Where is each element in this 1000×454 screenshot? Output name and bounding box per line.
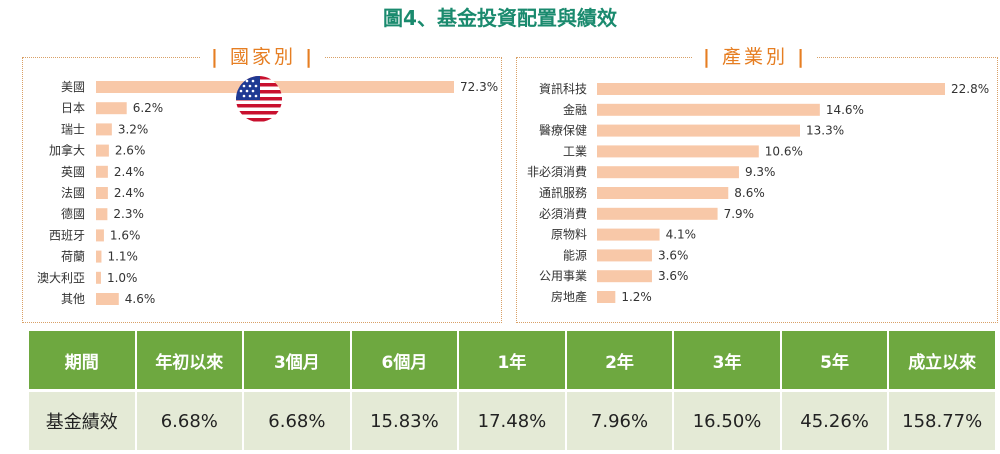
value-label: 1.6%: [110, 228, 141, 242]
country-allocation-panel: | 國家別 |: [22, 42, 502, 323]
category-label: 德國: [61, 206, 85, 221]
value-cell: 158.77%: [889, 392, 995, 450]
category-label: 金融: [563, 102, 587, 117]
header-cell: 成立以來: [889, 331, 995, 392]
bar: [597, 270, 652, 283]
category-label: 通訊服務: [539, 185, 587, 200]
bar: [96, 250, 102, 263]
bar: [96, 187, 108, 199]
value-label: 72.3%: [460, 80, 498, 94]
bar: [597, 228, 660, 241]
value-label: 3.6%: [658, 248, 689, 262]
us-flag-icon: [236, 76, 282, 122]
bar: [96, 144, 109, 157]
category-label: 原物料: [551, 228, 587, 242]
bar: [597, 187, 729, 199]
value-label: 9.3%: [745, 165, 776, 179]
performance-header-row: 期間 年初以來 3個月 6個月 1年 2年 3年 5年 成立以來: [29, 331, 995, 392]
bar: [597, 124, 800, 137]
value-label: 8.6%: [734, 186, 765, 200]
header-cell: 5年: [781, 331, 888, 392]
category-label: 英國: [61, 165, 85, 179]
value-label: 13.3%: [806, 124, 844, 138]
category-label: 能源: [563, 248, 587, 262]
category-label: 日本: [61, 101, 85, 115]
value-label: 10.6%: [765, 144, 803, 158]
value-cell: 45.26%: [781, 392, 888, 450]
value-label: 4.6%: [125, 292, 156, 306]
value-label: 3.2%: [118, 122, 149, 136]
header-cell: 年初以來: [136, 331, 243, 392]
bar: [597, 249, 652, 262]
industry-allocation-panel: | 產業別 |: [516, 42, 998, 323]
category-label: 法國: [61, 186, 85, 200]
header-cell: 2年: [566, 331, 673, 392]
header-cell: 1年: [459, 331, 565, 392]
bar: [96, 208, 108, 221]
bar: [597, 166, 739, 179]
value-cell: 15.83%: [351, 392, 458, 450]
performance-data-row: 基金績效 6.68% 6.68% 15.83% 17.48% 7.96% 16.…: [29, 392, 995, 450]
category-label: 西班牙: [49, 228, 85, 242]
value-cell: 6.68%: [244, 392, 350, 450]
value-label: 1.0%: [107, 271, 138, 285]
category-label: 醫療保健: [539, 124, 587, 138]
page-title: 圖4、基金投資配置與績效: [383, 6, 617, 30]
country-panel-heading: | 國家別 |: [201, 42, 326, 72]
header-cell: 6個月: [351, 331, 458, 392]
category-label: 非必須消費: [527, 164, 587, 179]
value-cell: 16.50%: [674, 392, 780, 450]
row-label-cell: 基金績效: [29, 392, 135, 450]
category-label: 其他: [61, 292, 85, 306]
category-label: 澳大利亞: [37, 271, 85, 285]
bar: [597, 145, 759, 158]
value-label: 2.6%: [115, 144, 146, 158]
value-label: 1.1%: [107, 250, 138, 264]
country-panel-title: 國家別: [230, 46, 297, 68]
bar: [597, 103, 820, 116]
header-cell: 3個月: [244, 331, 350, 392]
bar: [96, 102, 127, 115]
value-label: 22.8%: [951, 82, 989, 96]
value-label: 4.1%: [666, 228, 697, 242]
industry-panel-heading: | 產業別 |: [693, 42, 818, 72]
bar: [96, 229, 104, 242]
bar: [597, 207, 718, 220]
bar: [96, 165, 108, 178]
category-label: 瑞士: [61, 122, 85, 136]
category-label: 房地產: [551, 289, 587, 304]
value-cell: 17.48%: [459, 392, 565, 450]
value-label: 7.9%: [724, 207, 755, 221]
value-label: 1.2%: [621, 290, 652, 304]
bar: [96, 123, 112, 136]
bar: [96, 271, 101, 284]
bar: [597, 83, 945, 95]
category-label: 美國: [61, 80, 85, 94]
value-label: 2.3%: [113, 207, 144, 221]
value-label: 3.6%: [658, 269, 689, 283]
value-label: 2.4%: [114, 186, 145, 200]
header-cell: 3年: [674, 331, 780, 392]
bar: [96, 293, 119, 305]
header-cell: 期間: [29, 331, 135, 392]
value-label: 14.6%: [826, 103, 864, 117]
value-label: 6.2%: [133, 101, 164, 115]
performance-table: 期間 年初以來 3個月 6個月 1年 2年 3年 5年 成立以來 基金績效 6.…: [27, 331, 997, 450]
category-label: 荷蘭: [61, 250, 85, 264]
value-cell: 6.68%: [136, 392, 243, 450]
industry-panel-title: 產業別: [722, 46, 789, 68]
category-label: 資訊科技: [539, 81, 587, 96]
value-label: 2.4%: [114, 165, 145, 179]
category-label: 公用事業: [539, 269, 587, 283]
category-label: 工業: [563, 144, 587, 158]
category-label: 必須消費: [539, 206, 587, 221]
bar: [597, 291, 616, 303]
category-label: 加拿大: [49, 143, 85, 158]
value-cell: 7.96%: [566, 392, 673, 450]
